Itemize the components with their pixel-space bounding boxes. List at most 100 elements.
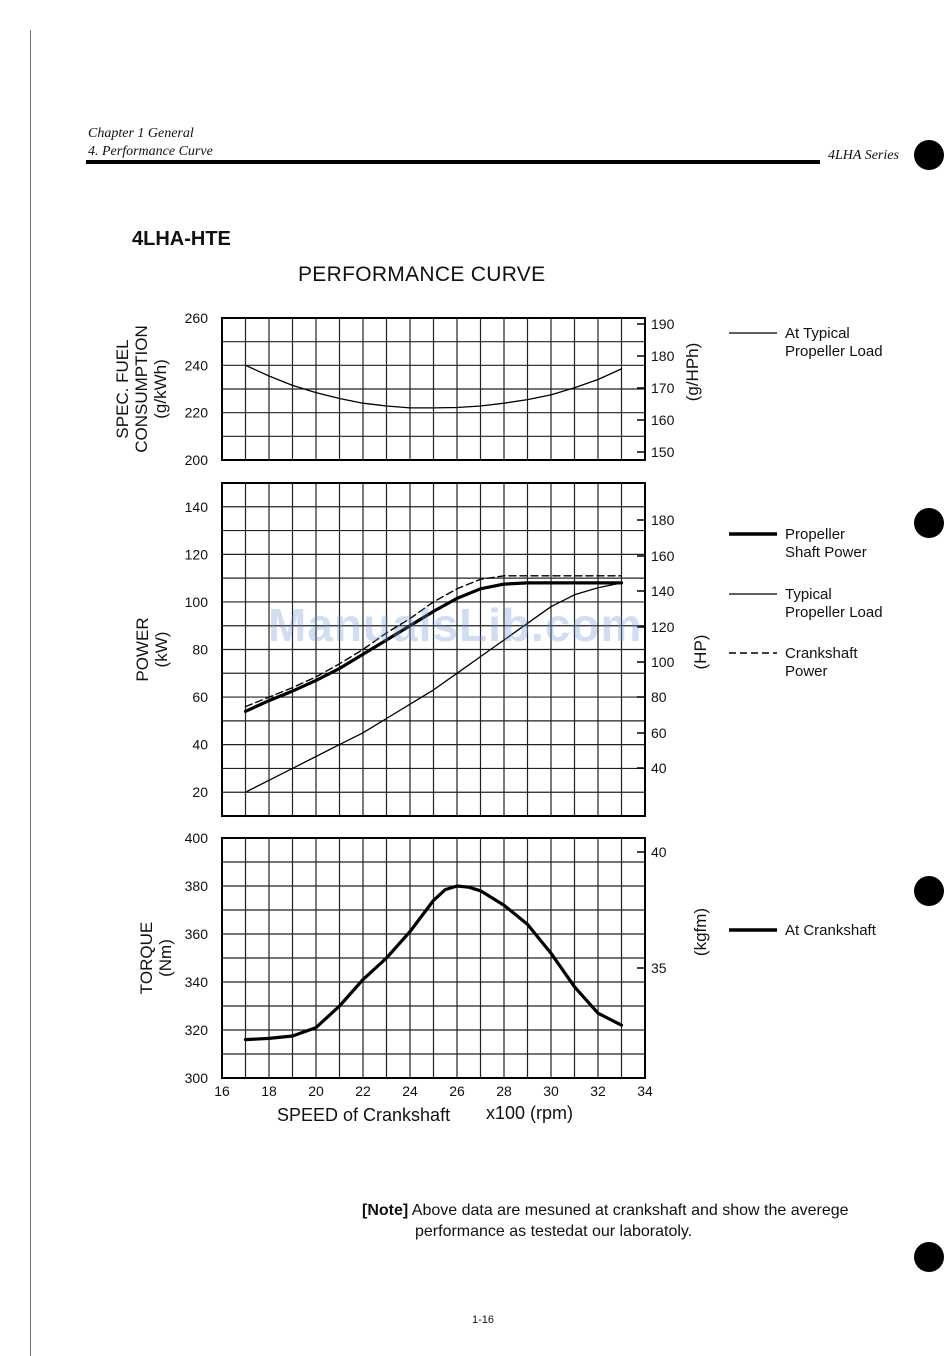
right-axis-title: (HP) — [691, 635, 710, 670]
header-rule — [86, 160, 820, 164]
y-tick-label: 400 — [185, 830, 209, 846]
legend-label: At Crankshaft — [785, 922, 877, 939]
right-tick-label: 160 — [651, 412, 675, 428]
y-tick-label: 140 — [185, 499, 209, 515]
right-tick-label: 100 — [651, 654, 675, 670]
right-tick-label: 60 — [651, 725, 667, 741]
series-line-crankshaft-power — [244, 575, 623, 708]
y-tick-label: 20 — [192, 784, 208, 800]
y-tick-label: 80 — [192, 642, 208, 658]
legend-label: At Typical — [785, 325, 850, 342]
chapter-heading: Chapter 1 General — [88, 126, 194, 141]
y-tick-label: 340 — [185, 974, 209, 990]
series-label: 4LHA Series — [828, 148, 899, 163]
y-tick-label: 220 — [185, 405, 209, 421]
right-tick-label: 140 — [651, 583, 675, 599]
x-tick-label: 22 — [355, 1083, 371, 1099]
y-tick-label: 200 — [185, 452, 209, 468]
x-axis: 16 18 20 22 24 26 28 30 32 34 — [214, 1083, 653, 1099]
panel-power: 20 40 60 80 100 120 140 40 60 80 100 120 140 160 180 PO… — [133, 482, 710, 817]
series-line-typical-propeller-load — [244, 582, 623, 793]
watermark-logo-text: ManualsLib.com — [268, 599, 643, 651]
y-tick-label: 240 — [185, 357, 209, 373]
y-tick-label: 380 — [185, 878, 209, 894]
panel-frame — [221, 837, 646, 1079]
chart-title: PERFORMANCE CURVE — [298, 263, 546, 286]
y-axis-title: (Nm) — [156, 939, 175, 977]
binder-hole-1 — [914, 140, 944, 170]
y-axis-title: SPEC. FUEL — [113, 339, 132, 438]
right-tick-label: 180 — [651, 348, 675, 364]
right-tick-label: 40 — [651, 844, 667, 860]
right-tick-label: 170 — [651, 380, 675, 396]
x-tick-label: 30 — [543, 1083, 559, 1099]
x-axis-unit: x100 (rpm) — [486, 1103, 573, 1123]
legend-label: Propeller Load — [785, 343, 883, 360]
binder-hole-3 — [914, 876, 944, 906]
x-tick-label: 18 — [261, 1083, 277, 1099]
x-tick-label: 24 — [402, 1083, 418, 1099]
y-tick-label: 40 — [192, 737, 208, 753]
y-tick-label: 300 — [185, 1070, 209, 1086]
y-tick-label: 60 — [192, 689, 208, 705]
right-tick-label: 150 — [651, 444, 675, 460]
panel-fuel: 200 220 240 260 150 160 170 180 190 SPEC. FUEL CON… — [113, 310, 702, 468]
right-tick-label: 35 — [651, 960, 667, 976]
y-tick-label: 120 — [185, 546, 209, 562]
x-tick-label: 32 — [590, 1083, 606, 1099]
right-axis-title: (g/HPh) — [683, 343, 702, 402]
y-axis-title: POWER — [133, 617, 152, 681]
chart-panels: 200 220 240 260 150 160 170 180 190 SPEC. FUEL CON… — [113, 310, 710, 1086]
right-tick-label: 80 — [651, 689, 667, 705]
panel-frame — [221, 482, 646, 817]
x-tick-label: 26 — [449, 1083, 465, 1099]
legend-label: Crankshaft — [785, 645, 858, 662]
y-axis-title: TORQUE — [137, 922, 156, 994]
y-tick-label: 320 — [185, 1022, 209, 1038]
panel-frame — [221, 317, 646, 461]
y-tick-label: 100 — [185, 594, 209, 610]
legend-label: Typical — [785, 586, 832, 603]
legend-label: Power — [785, 663, 828, 680]
x-axis-title: SPEED of Crankshaft — [277, 1105, 450, 1125]
model-name: 4LHA-HTE — [132, 228, 231, 250]
series-line-propeller-shaft-power — [243, 581, 624, 713]
footnote: [Note] Above data are mesuned at cranksh… — [362, 1200, 849, 1242]
panel-torque: 300 320 340 360 380 400 35 40 TORQUE (Nm) (kgfm) — [137, 830, 710, 1086]
binder-hole-4 — [914, 1242, 944, 1272]
right-tick-label: 160 — [651, 548, 675, 564]
section-heading: 4. Performance Curve — [88, 144, 213, 159]
right-tick-label: 120 — [651, 619, 675, 635]
series-line-at-crankshaft — [243, 884, 624, 1042]
y-tick-label: 260 — [185, 310, 209, 326]
series-line-at-typical-propeller-load — [244, 364, 623, 409]
page-number: 1-16 — [472, 1314, 495, 1326]
right-tick-label: 180 — [651, 512, 675, 528]
legend-label: Shaft Power — [785, 544, 867, 561]
x-tick-label: 16 — [214, 1083, 230, 1099]
y-axis-title: (kW) — [152, 632, 171, 668]
y-tick-label: 360 — [185, 926, 209, 942]
x-tick-label: 28 — [496, 1083, 512, 1099]
legend-label: Propeller Load — [785, 604, 883, 621]
right-axis-title: (kgfm) — [691, 908, 710, 956]
x-tick-label: 34 — [637, 1083, 653, 1099]
page-margin-line — [30, 30, 31, 1356]
note-line-1: Above data are mesuned at crankshaft and… — [408, 1202, 849, 1219]
y-axis-title: CONSUMPTION — [132, 325, 151, 453]
legend-item: At Crankshaft — [729, 922, 877, 939]
binder-hole-2 — [914, 508, 944, 538]
note-line-2: performance as testedat our laboratoly. — [415, 1223, 693, 1240]
legend-label: Propeller — [785, 526, 845, 543]
right-tick-label: 40 — [651, 760, 667, 776]
y-axis-title: (g/kWh) — [151, 359, 170, 419]
right-tick-label: 190 — [651, 316, 675, 332]
x-tick-label: 20 — [308, 1083, 324, 1099]
note-label: [Note] — [362, 1202, 409, 1219]
